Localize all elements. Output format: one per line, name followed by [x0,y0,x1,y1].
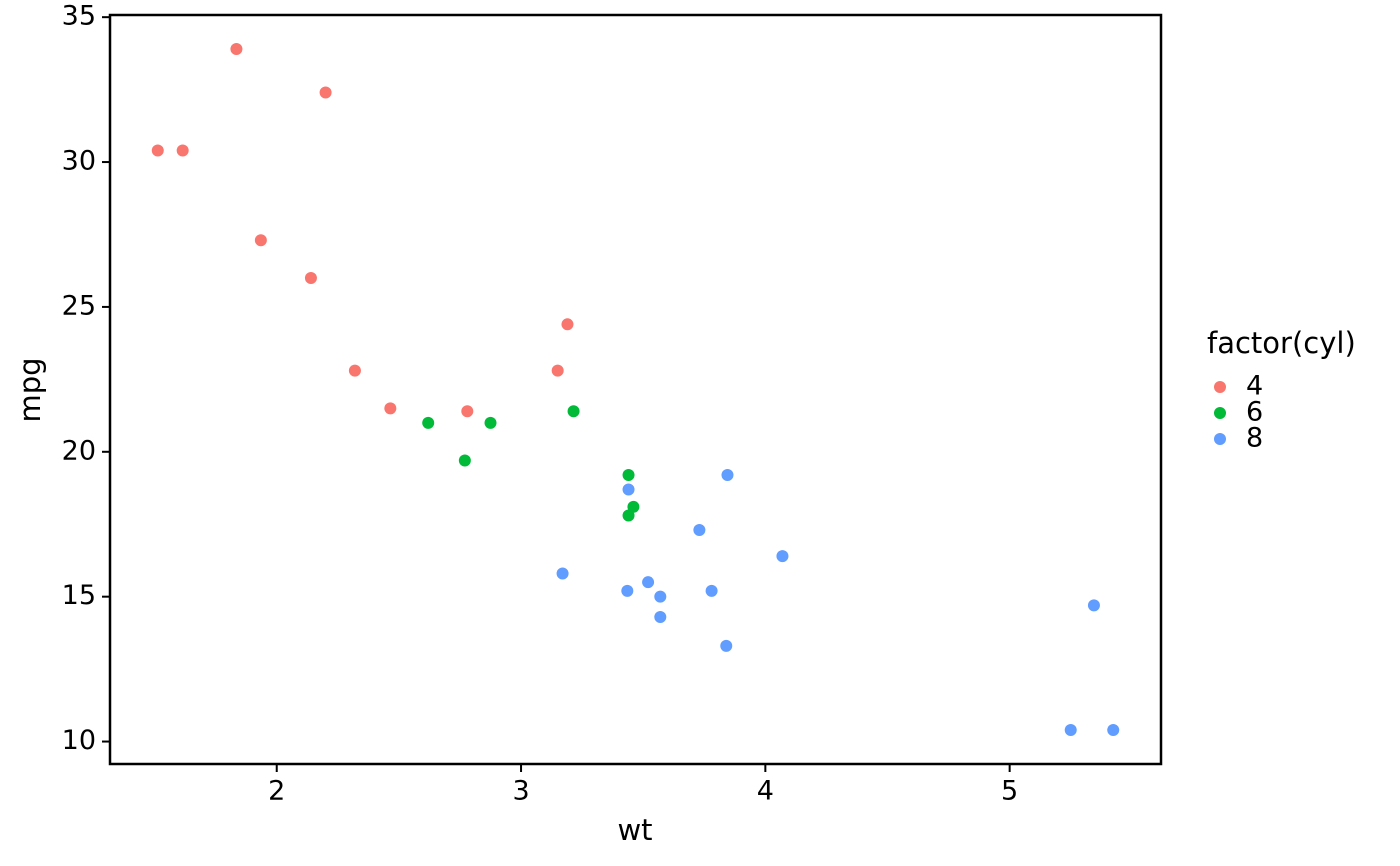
plot-panel [108,13,1163,766]
point [642,576,655,589]
point [720,639,733,652]
point [176,144,189,157]
point [254,234,267,247]
point [561,318,574,331]
y-tick-label: 25 [62,290,96,321]
legend-title: factor(cyl) [1207,326,1356,360]
point [151,144,164,157]
point [556,567,569,580]
point [621,584,634,597]
legend-marker [1214,433,1226,445]
y-tick-label: 10 [62,725,96,756]
point [776,550,789,563]
point [705,584,718,597]
point [654,610,667,623]
legend-label: 4 [1246,371,1263,402]
point [230,43,243,56]
point [1087,599,1100,612]
x-tick-label: 3 [512,776,529,807]
y-tick-label: 30 [62,146,96,177]
legend-label: 8 [1246,423,1263,454]
point [693,524,706,537]
point [348,364,361,377]
point [461,405,474,418]
point [551,364,564,377]
point [384,402,397,415]
point [1107,723,1120,736]
point [567,405,580,418]
point [304,271,317,284]
point [1064,723,1077,736]
point [622,483,635,496]
x-tick-label: 5 [1001,776,1018,807]
y-tick-label: 20 [62,435,96,466]
x-tick-label: 4 [757,776,774,807]
point [422,416,435,429]
point [622,468,635,481]
x-tick-label: 2 [268,776,285,807]
legend-label: 6 [1246,397,1263,428]
point [319,86,332,99]
point [654,590,667,603]
point [484,416,497,429]
x-axis-title: wt [617,813,652,847]
y-axis-title: mpg [13,357,47,422]
legend-marker [1214,407,1226,419]
point [721,468,734,481]
point [622,509,635,522]
y-tick-label: 15 [62,580,96,611]
legend-marker [1214,381,1226,393]
y-tick-label: 35 [62,1,96,32]
point [458,454,471,467]
